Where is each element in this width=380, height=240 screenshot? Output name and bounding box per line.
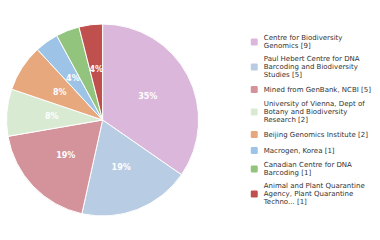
- svg-text:Animal and Plant Quarantine: Animal and Plant Quarantine: [264, 182, 365, 190]
- svg-text:Studies [5]: Studies [5]: [264, 71, 302, 79]
- svg-text:8%: 8%: [53, 88, 67, 97]
- svg-text:19%: 19%: [112, 163, 131, 172]
- svg-text:Botany and Biodiversity: Botany and Biodiversity: [264, 108, 348, 116]
- svg-text:4%: 4%: [66, 74, 80, 83]
- svg-text:Barcoding [1]: Barcoding [1]: [264, 169, 312, 177]
- svg-text:Centre for Biodiversity: Centre for Biodiversity: [264, 34, 343, 42]
- svg-text:University of Vienna, Dept of: University of Vienna, Dept of: [264, 100, 365, 108]
- svg-text:Genomics [9]: Genomics [9]: [264, 42, 311, 50]
- svg-text:Techno... [1]: Techno... [1]: [263, 198, 307, 206]
- svg-text:Research [2]: Research [2]: [264, 116, 309, 124]
- svg-text:Paul Hebert Centre for DNA: Paul Hebert Centre for DNA: [264, 55, 360, 63]
- svg-text:4%: 4%: [89, 65, 103, 74]
- svg-text:Beijing Genomics Institute [2]: Beijing Genomics Institute [2]: [264, 131, 368, 139]
- svg-text:19%: 19%: [56, 151, 75, 160]
- svg-text:Agency, Plant Quarantine: Agency, Plant Quarantine: [264, 190, 354, 198]
- svg-text:Macrogen, Korea [1]: Macrogen, Korea [1]: [264, 147, 335, 155]
- svg-text:Canadian Centre for DNA: Canadian Centre for DNA: [264, 161, 352, 169]
- svg-text:35%: 35%: [138, 92, 157, 101]
- svg-text:Barcoding and Biodiversity: Barcoding and Biodiversity: [264, 63, 358, 71]
- svg-text:8%: 8%: [45, 112, 59, 121]
- svg-text:Mined from GenBank, NCBI [5]: Mined from GenBank, NCBI [5]: [264, 86, 372, 94]
